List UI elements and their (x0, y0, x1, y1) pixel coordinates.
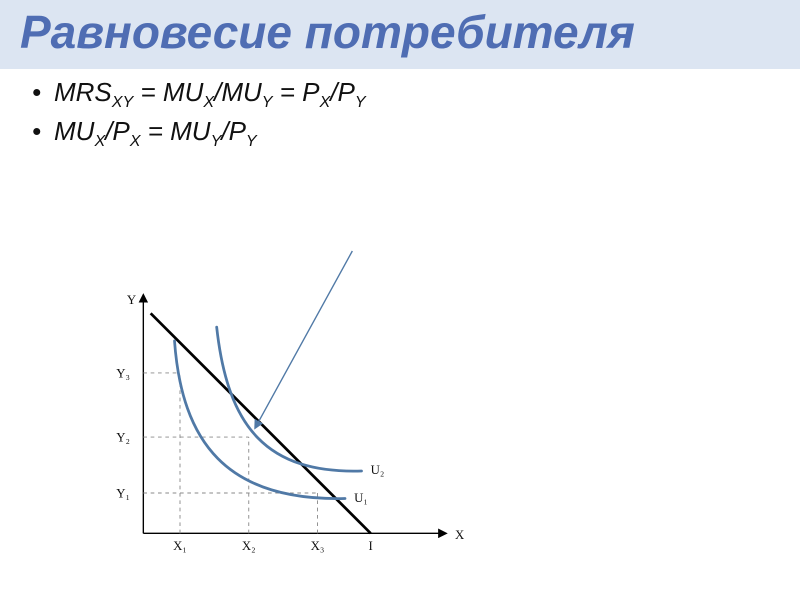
pointer-arrow (255, 251, 352, 428)
formula-item: MRSXY = MUX/MUY = PX/PY (30, 77, 800, 112)
formula-list: MRSXY = MUX/MUY = PX/PY MUX/PX = MUY/PY (30, 77, 800, 151)
x-tick-label: I (369, 539, 373, 553)
y-tick-label: Y₃ (116, 367, 130, 381)
y-tick-label: Y₁ (116, 487, 130, 501)
y-tick-label: Y₂ (116, 431, 130, 445)
slide-title: Равновесие потребителя (20, 6, 780, 59)
x-tick-label: X₃ (311, 539, 325, 553)
x-tick-label: X₁ (173, 539, 187, 553)
budget-line (151, 313, 371, 533)
title-bar: Равновесие потребителя (0, 0, 800, 69)
formula-item: MUX/PX = MUY/PY (30, 116, 800, 151)
x-axis-label: X (455, 528, 465, 542)
x-tick-label: X₂ (242, 539, 256, 553)
indifference-curve-U2 (217, 327, 362, 471)
curve-label: U₂ (371, 463, 385, 477)
curve-label: U₁ (354, 491, 368, 505)
y-axis-label: Y (127, 293, 136, 307)
equilibrium-chart: X₁ X₂ X₃ I Y₁ Y₂ Y₃ X Y U₁U₂ (60, 240, 520, 570)
